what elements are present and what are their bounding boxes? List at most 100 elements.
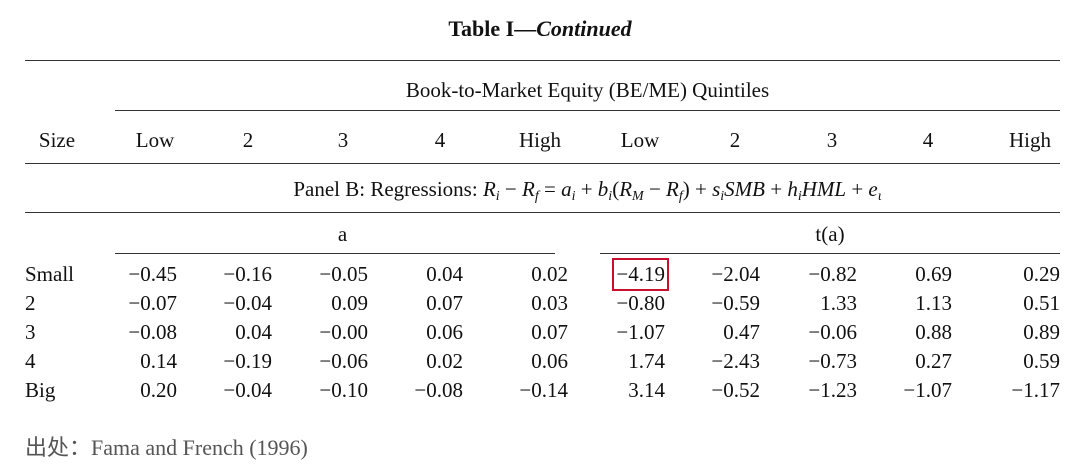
- cell: 0.04: [235, 320, 272, 344]
- formula-operator: +: [765, 177, 788, 201]
- cell: 0.51: [1023, 291, 1060, 315]
- cell: 0.88: [915, 320, 952, 344]
- column-header: 2: [242, 128, 254, 152]
- cell: −0.73: [808, 349, 857, 373]
- cell: −0.04: [223, 378, 272, 402]
- formula-subscript: i: [797, 189, 802, 204]
- column-header: 4: [922, 128, 934, 152]
- formula-subscript: M: [632, 189, 644, 204]
- formula-operator: +: [846, 177, 869, 201]
- formula-variable: R: [522, 177, 535, 201]
- cell: 0.59: [1023, 349, 1060, 373]
- cell: −0.08: [128, 320, 177, 344]
- rule: [115, 110, 1060, 111]
- cell: 1.74: [628, 349, 665, 373]
- group-header: Book-to-Market Equity (BE/ME) Quintiles: [405, 78, 770, 102]
- cell: 0.89: [1023, 320, 1060, 344]
- subheader: a: [337, 222, 348, 246]
- cell: −0.00: [319, 320, 368, 344]
- rule: [25, 60, 1060, 61]
- cell: −0.59: [711, 291, 760, 315]
- cell: −0.08: [414, 378, 463, 402]
- formula-subscript: f: [534, 189, 539, 204]
- cell: 0.03: [531, 291, 568, 315]
- row-label: Small: [25, 262, 75, 286]
- source: 出处：Fama and French (1996): [25, 435, 308, 460]
- formula-variable: e: [868, 177, 878, 201]
- formula-variable: R: [666, 177, 679, 201]
- cell: −0.04: [223, 291, 272, 315]
- cell: −1.07: [616, 320, 665, 344]
- column-header: Low: [620, 128, 660, 152]
- cell: −0.07: [128, 291, 177, 315]
- formula-variable: h: [787, 177, 798, 201]
- formula-subscript: ι: [877, 189, 882, 204]
- formula-variable: b: [597, 177, 609, 201]
- column-header: Low: [135, 128, 175, 152]
- formula-subscript: i: [495, 189, 500, 204]
- formula-operator: (: [612, 177, 620, 201]
- cell: 0.27: [915, 349, 952, 373]
- cell: 0.09: [331, 291, 368, 315]
- cell: 0.69: [915, 262, 952, 286]
- cell: −2.04: [711, 262, 760, 286]
- cell: −2.43: [711, 349, 760, 373]
- formula-operator: −: [499, 177, 522, 201]
- cell: 0.07: [426, 291, 463, 315]
- title-emphasis: Continued: [536, 16, 632, 41]
- formula-variable: R: [619, 177, 633, 201]
- cell: −0.45: [128, 262, 177, 286]
- cell: 0.04: [426, 262, 463, 286]
- cell: −1.07: [903, 378, 952, 402]
- cell: −1.23: [808, 378, 857, 402]
- cell: −0.80: [616, 291, 665, 315]
- cell: 0.47: [723, 320, 760, 344]
- row-label: Big: [25, 378, 56, 402]
- column-header: High: [1009, 128, 1051, 152]
- cell: 3.14: [628, 378, 665, 402]
- rule: [25, 212, 1060, 213]
- cell: −0.05: [319, 262, 368, 286]
- formula-operator: =: [538, 177, 562, 201]
- cell: 0.06: [426, 320, 463, 344]
- cell: 0.06: [531, 349, 568, 373]
- formula-operator: ) +: [682, 177, 713, 201]
- panel-header: Panel B: Regressions: Ri − Rf = ai + bi(…: [115, 177, 1060, 204]
- column-header: Size: [38, 128, 76, 152]
- table-title: Table I—Continued: [0, 16, 1080, 42]
- cell: −0.06: [808, 320, 857, 344]
- cell: −0.10: [319, 378, 368, 402]
- panel-label: Panel B: Regressions:: [293, 177, 478, 201]
- column-header: 4: [434, 128, 446, 152]
- subheader: t(a): [815, 222, 845, 246]
- cell: 0.02: [426, 349, 463, 373]
- formula-subscript: i: [720, 189, 725, 204]
- cell: −0.14: [519, 378, 568, 402]
- cell: 0.20: [140, 378, 177, 402]
- column-header: 3: [826, 128, 838, 152]
- rule: [25, 163, 1060, 164]
- formula: Ri − Rf = ai + bi(RM − Rf) + siSMB + hiH…: [482, 177, 882, 204]
- formula-subscript: i: [608, 189, 613, 204]
- formula-variable: s: [712, 177, 721, 201]
- formula-variable: a: [561, 177, 572, 201]
- formula-subscript: f: [678, 189, 683, 204]
- cell: −1.17: [1011, 378, 1060, 402]
- cell: 1.13: [915, 291, 952, 315]
- highlighted-cell: −4.19: [612, 258, 669, 291]
- cell: −0.06: [319, 349, 368, 373]
- cell: 0.29: [1023, 262, 1060, 286]
- title-text: Table I—: [448, 16, 537, 41]
- formula-variable: SMB: [724, 177, 765, 201]
- formula-operator: −: [643, 177, 667, 201]
- cell: 0.02: [531, 262, 568, 286]
- formula-variable: R: [482, 177, 496, 201]
- formula-variable: HML: [801, 177, 847, 201]
- row-label: 4: [25, 349, 36, 373]
- cell: 0.14: [140, 349, 177, 373]
- rule: [115, 253, 555, 254]
- formula-subscript: i: [571, 189, 576, 204]
- column-header: 2: [729, 128, 741, 152]
- cell: 0.07: [531, 320, 568, 344]
